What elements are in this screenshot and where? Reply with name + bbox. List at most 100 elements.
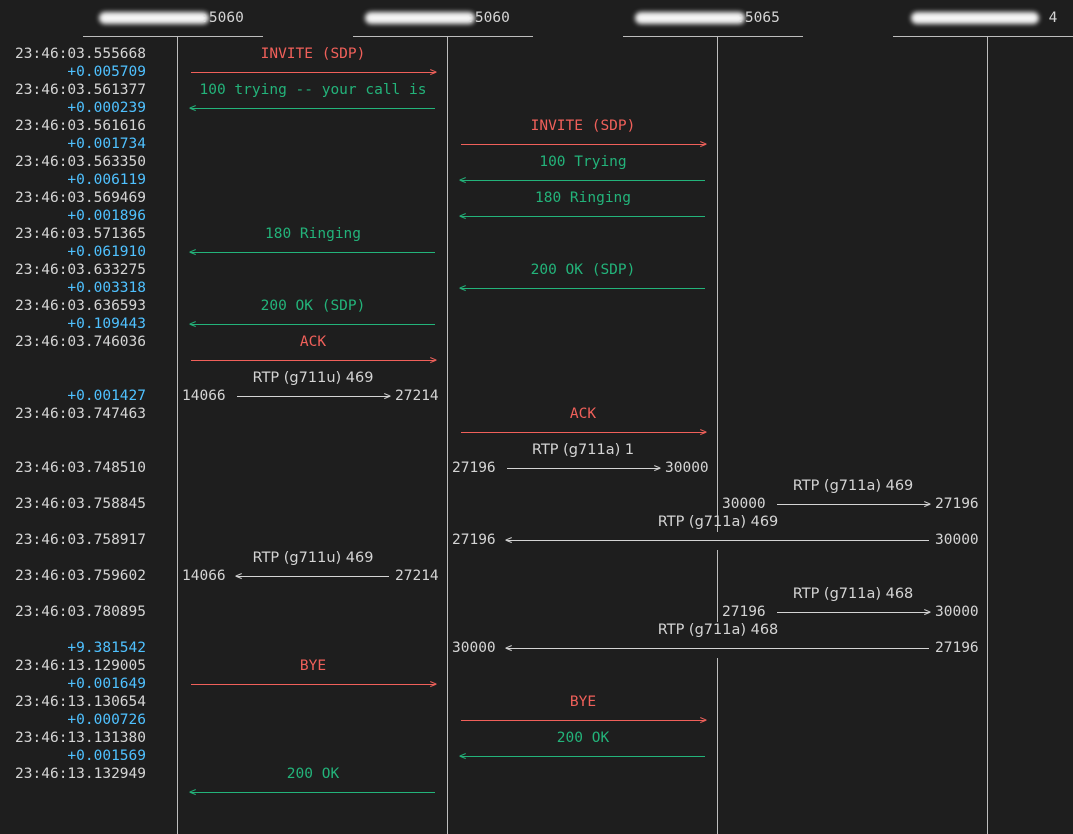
rtp-right-port: 30000 [935,532,979,548]
participant-port-label: :5060 [466,10,510,26]
sip-message-label[interactable]: 100 trying -- your call is [199,82,427,98]
sip-message-label[interactable]: 180 Ringing [264,226,362,242]
rtp-stream-arrow: < [235,570,389,582]
sip-message-arrow: > [191,678,437,690]
time-delta: +0.000726 [67,712,146,728]
participant-header-underline [353,36,533,37]
sip-message-label[interactable]: BYE [299,658,327,674]
participant-lifeline [987,37,988,834]
rtp-stream-label[interactable]: RTP (g711a) 1 [531,442,635,458]
time-delta: +0.001649 [67,676,146,692]
timestamp: 23:46:03.571365 [15,226,146,242]
sip-message-label[interactable]: 200 OK (SDP) [260,298,366,314]
arrow-shaft [461,144,705,145]
sip-message-arrow: > [191,354,437,366]
arrow-shaft [461,216,705,217]
timestamp: 23:46:03.747463 [15,406,146,422]
rtp-left-port: 14066 [182,568,226,584]
timestamp: 23:46:03.569469 [15,190,146,206]
participant-lifeline [717,658,718,834]
rtp-stream-arrow: > [777,497,931,511]
sip-message-label[interactable]: 200 OK (SDP) [530,262,636,278]
sip-message-label[interactable]: INVITE (SDP) [530,118,636,134]
arrow-head-right-icon: > [383,389,391,403]
participant-lifeline [177,37,178,834]
sip-message-label[interactable]: INVITE (SDP) [260,46,366,62]
time-delta: +0.006119 [67,172,146,188]
arrow-shaft [237,576,389,577]
rtp-stream-label[interactable]: RTP (g711a) 469 [792,478,914,494]
rtp-stream-label[interactable]: RTP (g711a) 468 [657,622,779,638]
arrow-head-right-icon: > [699,137,707,151]
participant-port-label: 4 [1048,10,1058,26]
arrow-shaft [507,540,929,541]
time-delta: +0.061910 [67,244,146,260]
sip-message-label[interactable]: 180 Ringing [534,190,632,206]
arrow-shaft [191,792,435,793]
participant-header-underline [893,36,1073,37]
time-delta: +0.001427 [67,388,146,404]
sip-message-label[interactable]: 100 Trying [539,154,627,170]
rtp-right-port: 30000 [935,604,979,620]
timestamp: 23:46:03.758917 [15,532,146,548]
redacted-address [99,12,209,24]
arrow-head-right-icon: > [923,497,931,511]
participant-header-underline [83,36,263,37]
participant-port-label: :5060 [200,10,244,26]
timestamp: 23:46:03.561616 [15,118,146,134]
arrow-shaft [191,108,435,109]
timestamp: 23:46:13.132949 [15,766,146,782]
rtp-right-port: 27214 [395,388,439,404]
timestamp: 23:46:13.130654 [15,694,146,710]
rtp-stream-label[interactable]: RTP (g711a) 469 [657,514,779,530]
arrow-shaft [191,324,435,325]
participant-header[interactable]: 4 [873,9,1073,27]
sip-message-arrow: < [189,318,435,330]
sip-message-arrow: < [459,210,705,222]
sip-message-arrow: < [459,282,705,294]
sip-message-arrow: > [461,137,707,151]
rtp-stream-label[interactable]: RTP (g711u) 469 [252,550,374,566]
sip-message-label[interactable]: ACK [299,334,327,350]
arrow-head-left-icon: < [189,785,197,799]
timestamp: 23:46:03.780895 [15,604,146,620]
arrow-head-left-icon: < [459,173,467,187]
arrow-head-right-icon: > [653,461,661,475]
timestamp: 23:46:03.561377 [15,82,146,98]
time-delta: +0.001896 [67,208,146,224]
rtp-stream-label[interactable]: RTP (g711u) 469 [252,370,374,386]
redacted-address [635,12,745,24]
timestamp: 23:46:03.563350 [15,154,146,170]
timestamp: 23:46:03.746036 [15,334,146,350]
timestamp: 23:46:03.758845 [15,496,146,512]
sip-message-label[interactable]: 200 OK [286,766,340,782]
timestamp: 23:46:13.131380 [15,730,146,746]
arrow-head-left-icon: < [459,749,467,763]
sip-message-arrow: < [459,173,705,187]
sip-message-label[interactable]: BYE [569,694,597,710]
redacted-address [365,12,475,24]
arrow-shaft [461,288,705,289]
sip-message-label[interactable]: ACK [569,406,597,422]
participant-header[interactable]: :5065 [603,9,823,27]
timestamp: 23:46:03.636593 [15,298,146,314]
sip-message-arrow: > [461,425,707,439]
participant-header[interactable]: :5060 [333,9,553,27]
rtp-left-port: 30000 [722,496,766,512]
arrow-shaft [191,252,435,253]
sip-message-arrow: < [459,749,705,763]
participant-header[interactable]: :5060 [67,9,287,27]
sip-message-arrow: > [191,66,437,78]
sip-message-arrow: > [461,714,707,726]
rtp-right-port: 27196 [935,640,979,656]
timestamp: 23:46:03.633275 [15,262,146,278]
arrow-shaft [461,756,705,757]
time-delta: +0.109443 [67,316,146,332]
arrow-head-right-icon: > [699,425,707,439]
rtp-stream-label[interactable]: RTP (g711a) 468 [792,586,914,602]
sip-message-label[interactable]: 200 OK [556,730,610,746]
participant-lifeline [717,37,718,532]
timestamp: 23:46:13.129005 [15,658,146,674]
rtp-right-port: 27214 [395,568,439,584]
